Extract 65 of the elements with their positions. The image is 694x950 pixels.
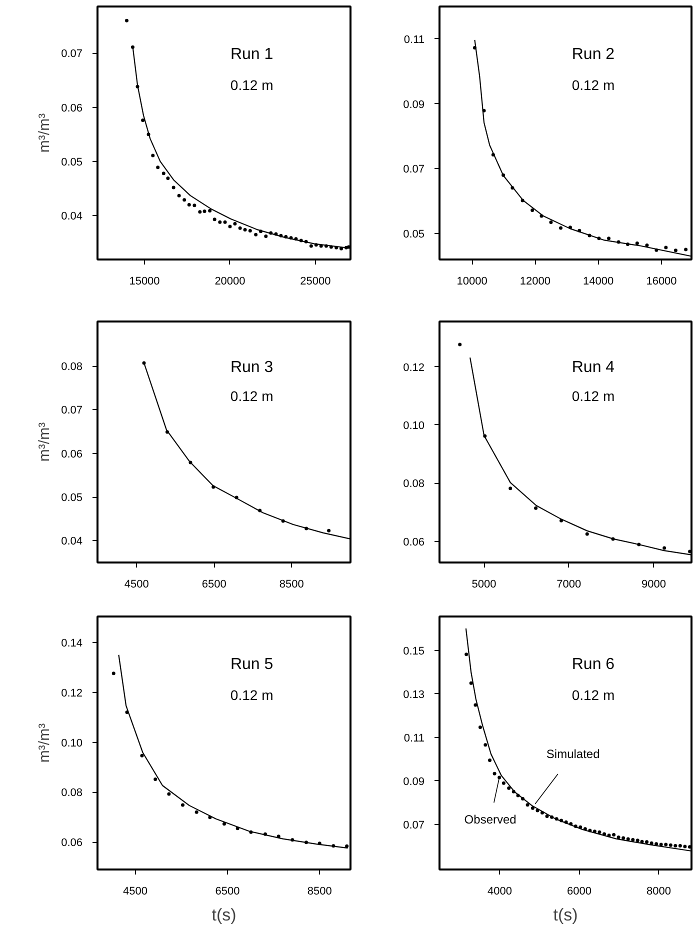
y-tick-label: 0.14 xyxy=(61,638,83,650)
x-tick-label: 12000 xyxy=(520,276,550,288)
text: Run 2 xyxy=(572,46,615,64)
y-tick-label: 0.13 xyxy=(403,688,425,701)
y-tick-label: 0.12 xyxy=(61,688,83,700)
y-tick-label: 0.11 xyxy=(404,732,424,744)
y-tick-label: 0.15 xyxy=(403,645,425,658)
y-axis-title: m³/m³ xyxy=(36,113,54,153)
y-tick-label: 0.12 xyxy=(403,362,425,374)
y-tick-label: 0.06 xyxy=(61,837,83,850)
x-tick-label: 6500 xyxy=(202,578,226,590)
text: Run 6 xyxy=(572,656,615,674)
x-tick-label: 4500 xyxy=(124,578,149,590)
x-tick-label: 16000 xyxy=(646,276,677,288)
y-tick-label: 0.08 xyxy=(403,478,425,490)
x-tick-label: 25000 xyxy=(300,276,331,288)
x-tick-label: 20000 xyxy=(214,276,246,288)
x-tick-label: 4500 xyxy=(123,886,148,898)
y-tick-label: 0.11 xyxy=(404,34,424,46)
x-tick-label: 14000 xyxy=(583,276,614,288)
y-tick-label: 0.09 xyxy=(403,98,425,111)
y-tick-label: 0.10 xyxy=(61,737,83,750)
y-tick-label: 0.04 xyxy=(61,210,83,223)
x-tick-label: 6500 xyxy=(215,886,240,898)
y-tick-label: 0.06 xyxy=(403,536,425,548)
annotation: Observed xyxy=(464,812,516,826)
x-tick-label: 9000 xyxy=(642,578,666,590)
x-tick-label: 7000 xyxy=(556,578,582,590)
text: 0.12 m xyxy=(572,686,615,703)
y-tick-label: 0.05 xyxy=(403,228,425,241)
x-tick-label: 8500 xyxy=(307,886,332,898)
text: 0.12 m xyxy=(230,76,274,93)
text: Run 3 xyxy=(230,358,274,376)
y-tick-label: 0.07 xyxy=(403,819,425,832)
x-axis-title: t(s) xyxy=(212,906,236,924)
y-tick-label: 0.04 xyxy=(61,536,83,548)
y-tick-label: 0.08 xyxy=(61,787,83,800)
text: Run 4 xyxy=(572,358,615,376)
y-tick-label: 0.06 xyxy=(61,448,83,460)
y-tick-label: 0.08 xyxy=(61,361,83,374)
x-tick-label: 10000 xyxy=(456,276,488,288)
annotation: Simulated xyxy=(546,747,600,762)
text: 0.12 m xyxy=(230,388,274,404)
x-axis-title: t(s) xyxy=(553,906,578,924)
x-tick-label: 6000 xyxy=(566,886,592,898)
y-axis-title: m³/m³ xyxy=(36,723,54,763)
y-tick-label: 0.07 xyxy=(61,48,83,60)
y-tick-label: 0.05 xyxy=(61,156,83,168)
text: 0.12 m xyxy=(572,76,615,93)
x-tick-label: 5000 xyxy=(472,578,496,590)
text: 0.12 m xyxy=(572,388,615,404)
text: 0.12 m xyxy=(230,686,274,703)
text: Run 1 xyxy=(230,46,274,64)
y-axis-title: m³/m³ xyxy=(36,422,54,462)
text: Run 5 xyxy=(230,656,274,674)
y-tick-label: 0.09 xyxy=(403,776,425,788)
x-tick-label: 8000 xyxy=(646,886,671,898)
x-tick-label: 15000 xyxy=(129,276,160,288)
y-tick-label: 0.05 xyxy=(61,492,83,504)
y-tick-label: 0.10 xyxy=(403,420,425,432)
y-tick-label: 0.06 xyxy=(61,102,83,114)
y-tick-label: 0.07 xyxy=(61,404,83,417)
x-tick-label: 8500 xyxy=(279,578,304,590)
x-tick-label: 4000 xyxy=(487,886,512,898)
y-tick-label: 0.07 xyxy=(403,164,425,176)
